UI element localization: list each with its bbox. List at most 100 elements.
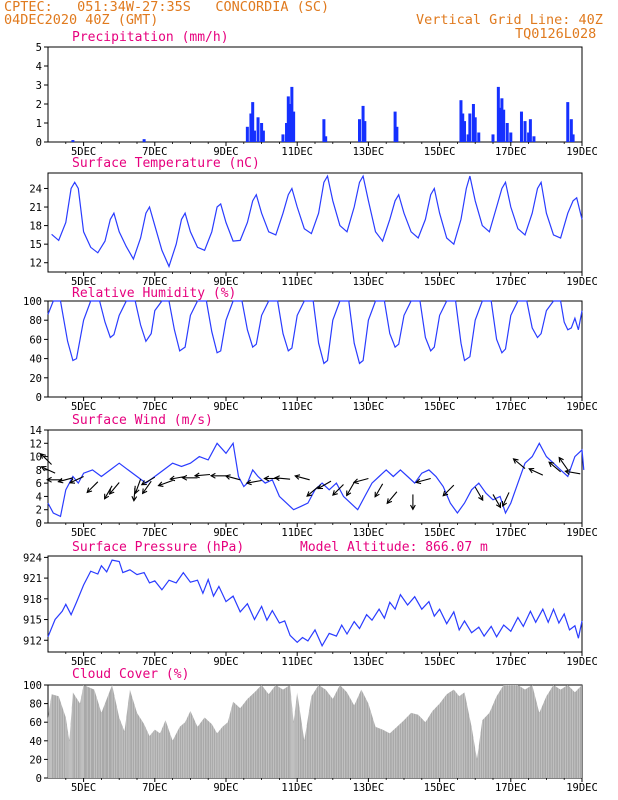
wind-xtick-label: 7DEC [142, 527, 167, 539]
header-model-code: TQ0126L028 [515, 26, 597, 42]
precip-bar [498, 107, 502, 142]
rh-title: Relative Humidity (%) [72, 286, 236, 301]
wind-vector-head [512, 458, 519, 464]
wind-xtick-label: 11DEC [281, 527, 313, 539]
precip-bar [477, 132, 481, 142]
press-xtick-label: 7DEC [142, 656, 167, 668]
press-ytick-label: 924 [23, 552, 42, 564]
wind-vector [386, 491, 398, 504]
precip-xtick-label: 17DEC [495, 146, 527, 158]
precip-bar [473, 117, 477, 142]
precip-bar [509, 132, 513, 142]
wind-vector [158, 479, 173, 487]
precip-ytick-label: 4 [36, 61, 42, 73]
precip-bar [496, 86, 500, 142]
wind-vector-head [46, 476, 52, 483]
precip-bar [245, 126, 249, 142]
cloud-xtick-label: 13DEC [353, 782, 385, 794]
precip-bar [466, 134, 470, 142]
wind-vector-head [245, 479, 252, 486]
wind-vector-head [294, 474, 301, 480]
precip-ytick-label: 0 [36, 137, 42, 149]
header-grid-note: Vertical Grid Line: 40Z [416, 12, 603, 28]
cloud-xtick-label: 11DEC [281, 782, 313, 794]
precip-bar [286, 96, 290, 142]
wind-vector-head [415, 478, 422, 485]
rh-xtick-label: 11DEC [281, 401, 313, 413]
header-run-date: 04DEC2020 40Z (GMT) [4, 12, 159, 28]
precip-bar [393, 111, 397, 142]
wind-vector-head [40, 465, 47, 472]
press-xtick-label: 11DEC [281, 656, 313, 668]
wind-vector-head [317, 484, 324, 490]
wind-vector [194, 473, 211, 477]
wind-vector [374, 483, 384, 498]
wind-vector-head [332, 490, 338, 496]
wind-vector [442, 484, 455, 497]
wind-xtick-label: 15DEC [424, 527, 456, 539]
wind-vector [332, 484, 344, 496]
precip-xtick-label: 9DEC [213, 146, 238, 158]
wind-ytick-label: 0 [36, 518, 42, 530]
press-xtick-label: 15DEC [424, 656, 456, 668]
precip-ytick-label: 2 [36, 99, 42, 111]
press-ytick-label: 912 [23, 635, 42, 647]
wind-vector [58, 477, 74, 483]
temp-xtick-label: 17DEC [495, 276, 527, 288]
wind-vector [416, 477, 431, 483]
wind-vector-head [140, 480, 147, 486]
wind-vector [134, 478, 142, 494]
press-xtick-label: 9DEC [213, 656, 238, 668]
wind-vector-head [386, 498, 393, 505]
wind-vector-head [104, 493, 110, 500]
press-series-line [47, 559, 583, 648]
wind-vector-head [40, 453, 46, 459]
wind-vector [142, 480, 152, 494]
temp-xtick-label: 7DEC [142, 276, 167, 288]
precip-bar [324, 136, 328, 142]
precip-bar [459, 100, 463, 142]
wind-vector [246, 479, 262, 484]
wind-xtick-label: 13DEC [353, 527, 385, 539]
temp-ytick-label: 18 [29, 221, 42, 233]
wind-vector-head [495, 502, 502, 509]
wind-vector [109, 482, 120, 495]
precip-bar [571, 134, 575, 142]
precip-bar [261, 130, 265, 142]
wind-vector [502, 492, 510, 507]
press-ytick-label: 918 [23, 594, 42, 606]
precip-bar [256, 117, 260, 142]
precip-title: Precipitation (mm/h) [72, 30, 229, 45]
precip-bar [502, 109, 506, 142]
wind-frame [47, 429, 583, 524]
rh-ytick-label: 100 [23, 296, 42, 308]
wind-vector [69, 476, 84, 484]
precip-bar [363, 121, 367, 142]
wind-xtick-label: 5DEC [71, 527, 96, 539]
temp-series-line [51, 174, 583, 269]
wind-vector-head [564, 469, 571, 475]
precip-bar [566, 102, 570, 142]
cloud-ytick-label: 100 [23, 680, 42, 692]
precip-xtick-label: 5DEC [71, 146, 96, 158]
cloud-xtick-label: 17DEC [495, 782, 527, 794]
wind-vector-head [157, 481, 164, 487]
wind-vector-head [346, 490, 352, 497]
precip-xtick-label: 11DEC [281, 146, 313, 158]
wind-vector [529, 468, 544, 476]
rh-xtick-label: 9DEC [213, 401, 238, 413]
wind-xtick-label: 9DEC [213, 527, 238, 539]
wind-vector-head [134, 488, 140, 495]
precip-bar [292, 111, 296, 142]
wind-vector-head [410, 504, 416, 511]
wind-ytick-label: 4 [36, 491, 42, 503]
precip-bar [252, 130, 256, 142]
cloud-ytick-label: 0 [36, 773, 42, 785]
wind-vector-head [209, 472, 216, 479]
wind-vector-head [528, 467, 535, 474]
press-xtick-label: 5DEC [71, 656, 96, 668]
wind-vector-head [442, 490, 449, 497]
rh-series-line [47, 300, 583, 365]
wind-vector [295, 475, 310, 481]
cloud-xtick-label: 19DEC [566, 782, 598, 794]
